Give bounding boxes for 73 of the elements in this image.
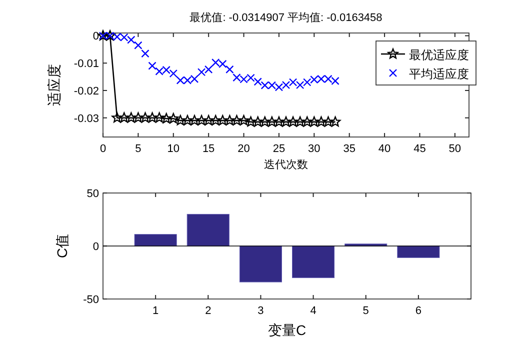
point	[252, 116, 264, 127]
x-tick-label: 2	[205, 305, 212, 317]
point	[182, 114, 193, 126]
point	[146, 112, 158, 122]
x-tick-label: 5	[362, 305, 369, 317]
x-tick-label: 35	[343, 143, 356, 155]
point	[245, 116, 256, 127]
x-tick-label: 25	[272, 143, 286, 155]
y-tick-label: 50	[86, 188, 99, 200]
point	[169, 69, 178, 78]
point	[294, 116, 306, 127]
x-tick-label: 20	[238, 143, 250, 155]
point	[126, 112, 137, 122]
y-axis-title: 适应度	[46, 64, 62, 106]
point	[302, 116, 312, 127]
point	[196, 114, 207, 126]
x-tick-label: 6	[415, 305, 422, 317]
point	[140, 112, 151, 122]
point	[238, 114, 250, 126]
bar	[186, 214, 230, 246]
point	[132, 112, 144, 122]
y-tick-label: 0	[92, 241, 99, 253]
point	[112, 112, 122, 122]
point	[260, 116, 270, 127]
x-tick-label: 45	[414, 143, 426, 155]
x-tick-label: 4	[310, 305, 316, 317]
y-tick-label: -0.03	[74, 112, 99, 125]
point	[280, 116, 292, 127]
point	[224, 114, 236, 126]
point	[134, 41, 142, 50]
y-axis-title: C值	[54, 234, 70, 258]
point	[189, 114, 200, 126]
point	[322, 116, 334, 127]
x-tick-label: 3	[258, 305, 264, 317]
y-tick-label: 0	[92, 30, 99, 43]
point	[288, 116, 298, 127]
x-tick-label: 5	[135, 143, 142, 155]
legend-label: 最优适应度	[409, 48, 469, 62]
x-tick-label: 10	[167, 143, 180, 155]
bar	[134, 234, 177, 246]
y-tick-label: -0.02	[74, 85, 99, 98]
point	[254, 78, 262, 86]
point	[141, 49, 150, 58]
point	[175, 114, 186, 126]
point	[154, 112, 165, 122]
chart-title: 最优值: -0.0314907 平均值: -0.0163458	[190, 12, 382, 24]
point	[203, 114, 214, 126]
point	[160, 113, 172, 124]
point	[316, 116, 327, 127]
point	[118, 112, 130, 122]
y-tick-label: -50	[83, 294, 99, 306]
point	[274, 116, 284, 127]
point	[308, 116, 320, 127]
x-tick-label: 1	[152, 305, 159, 317]
y-tick-label: -0.01	[74, 58, 99, 70]
bar	[397, 246, 440, 258]
x-tick-label: 15	[202, 143, 215, 155]
point	[330, 116, 341, 127]
x-axis-title: 变量C	[268, 322, 306, 338]
x-tick-label: 50	[448, 143, 462, 155]
point	[210, 114, 221, 126]
point	[266, 116, 278, 127]
point	[148, 62, 156, 70]
x-axis-title: 迭代次数	[264, 158, 308, 171]
legend-label: 平均适应度	[409, 67, 469, 81]
point	[226, 65, 234, 74]
point	[168, 113, 179, 124]
point	[217, 114, 228, 126]
point	[231, 114, 242, 126]
bar	[292, 246, 335, 278]
x-tick-label: 40	[378, 143, 391, 155]
bar	[239, 246, 282, 282]
x-tick-label: 30	[308, 143, 320, 155]
